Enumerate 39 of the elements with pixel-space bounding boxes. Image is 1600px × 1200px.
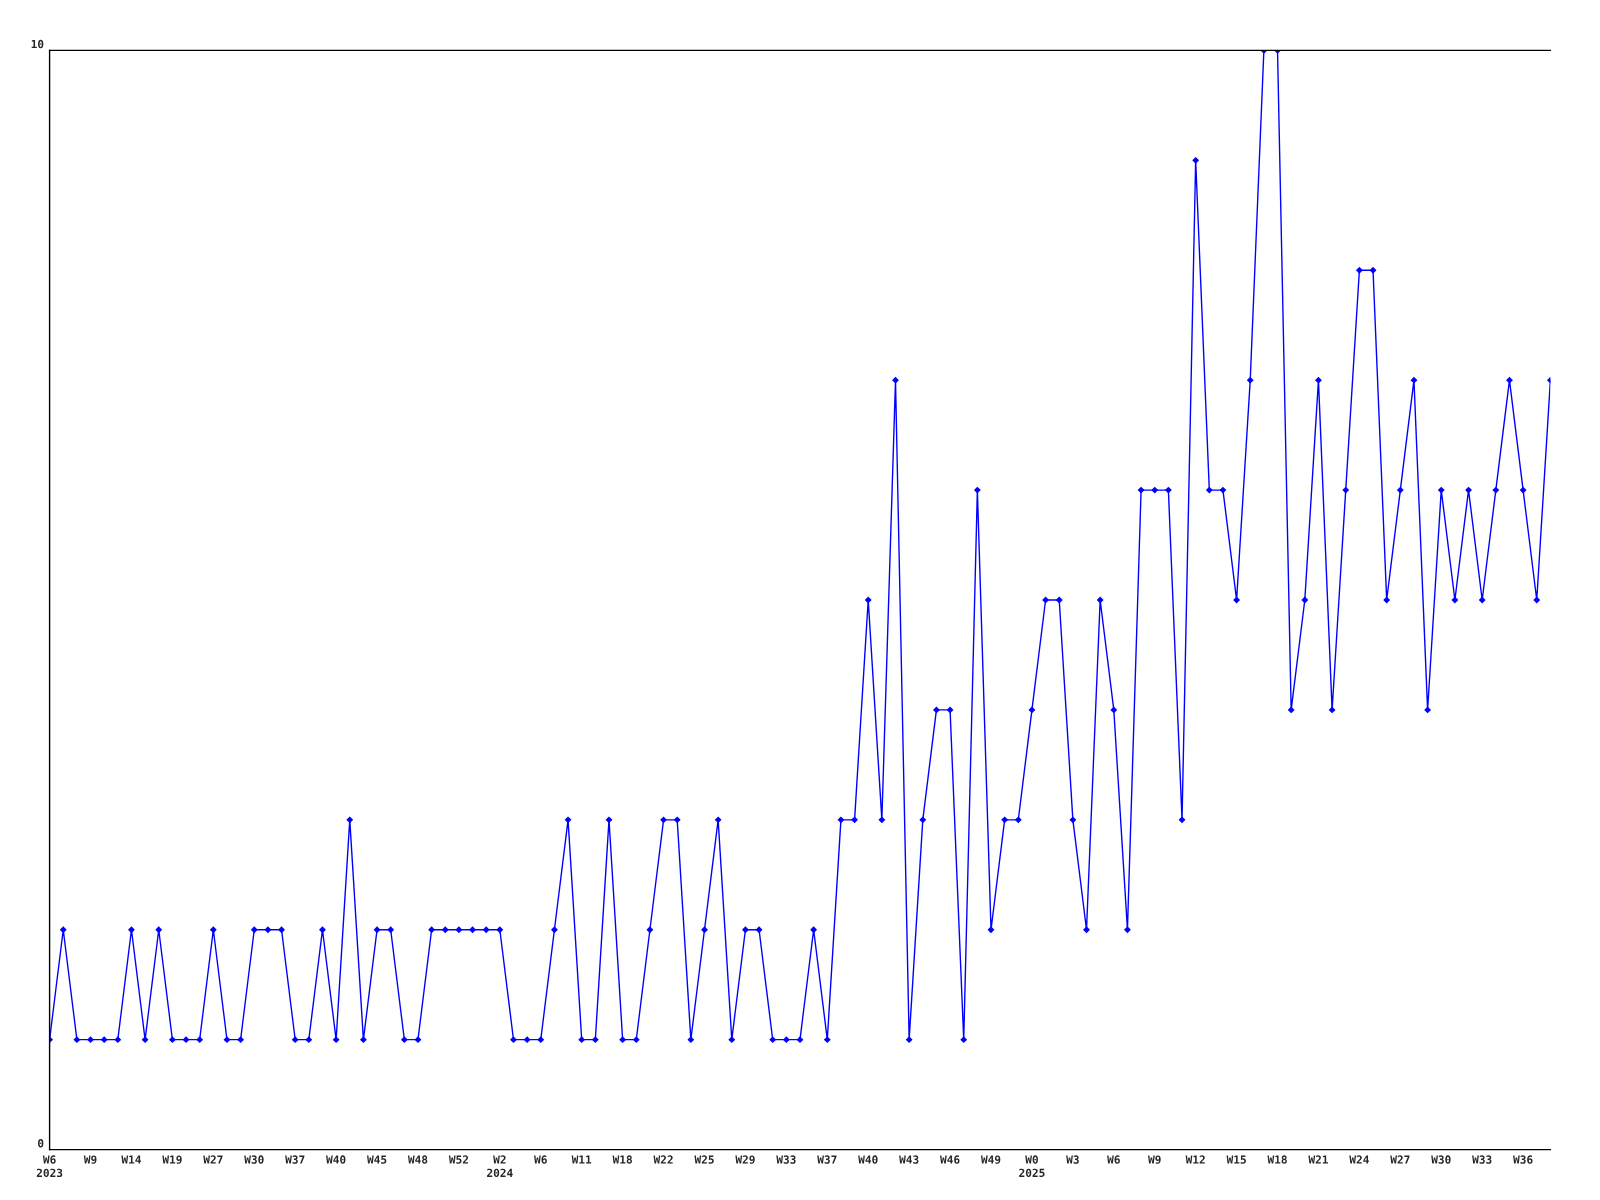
- x-tick-label: W49: [980, 1155, 1001, 1164]
- x-tick-label: W30: [244, 1155, 264, 1164]
- x-tick-label: W37: [285, 1155, 305, 1164]
- x-tick-label: W33: [1472, 1155, 1492, 1164]
- y-tick-label: 0: [38, 1139, 44, 1148]
- x-tick-label: W21: [1308, 1155, 1328, 1164]
- x-tick-label: W48: [407, 1155, 428, 1164]
- x-tick-label: W29: [735, 1155, 755, 1164]
- x-tick-label: W24: [1349, 1155, 1369, 1164]
- x-tick-label: W30: [1431, 1155, 1451, 1164]
- x-tick-label: W46: [940, 1155, 960, 1164]
- x-tick-label: W6: [1107, 1155, 1120, 1164]
- x-tick-label: W11: [571, 1155, 592, 1164]
- x-tick-label: W6 2023: [36, 1155, 63, 1178]
- x-tick-label: W6: [534, 1155, 547, 1164]
- x-tick-label: W33: [776, 1155, 796, 1164]
- x-tick-label: W12: [1185, 1155, 1205, 1164]
- x-tick-label: W3: [1066, 1155, 1079, 1164]
- x-tick-label: W27: [1390, 1155, 1410, 1164]
- x-tick-label: W9: [83, 1155, 97, 1164]
- x-tick-label: W40: [326, 1155, 346, 1164]
- x-tick-label: W19: [162, 1155, 182, 1164]
- x-tick-label: W15: [1226, 1155, 1246, 1164]
- x-tick-label: W36: [1513, 1155, 1533, 1164]
- x-tick-label: W9: [1148, 1155, 1161, 1164]
- x-tick-label: W45: [367, 1155, 387, 1164]
- x-tick-label: W52: [448, 1155, 469, 1164]
- x-tick-label: W27: [203, 1155, 223, 1164]
- x-tick-label: W18: [612, 1155, 632, 1164]
- x-tick-label: W22: [653, 1155, 673, 1164]
- x-tick-label: W25: [694, 1155, 714, 1164]
- x-tick-label: W43: [899, 1155, 919, 1164]
- x-tick-label: W40: [858, 1155, 878, 1164]
- x-tick-label: W2 2024: [487, 1155, 513, 1178]
- x-tick-label: W37: [817, 1155, 837, 1164]
- x-tick-label: W18: [1267, 1155, 1287, 1164]
- x-tick-label: W0 2025: [1019, 1155, 1045, 1178]
- x-tick-label: W14: [121, 1155, 141, 1164]
- y-tick-label: 10: [31, 39, 44, 49]
